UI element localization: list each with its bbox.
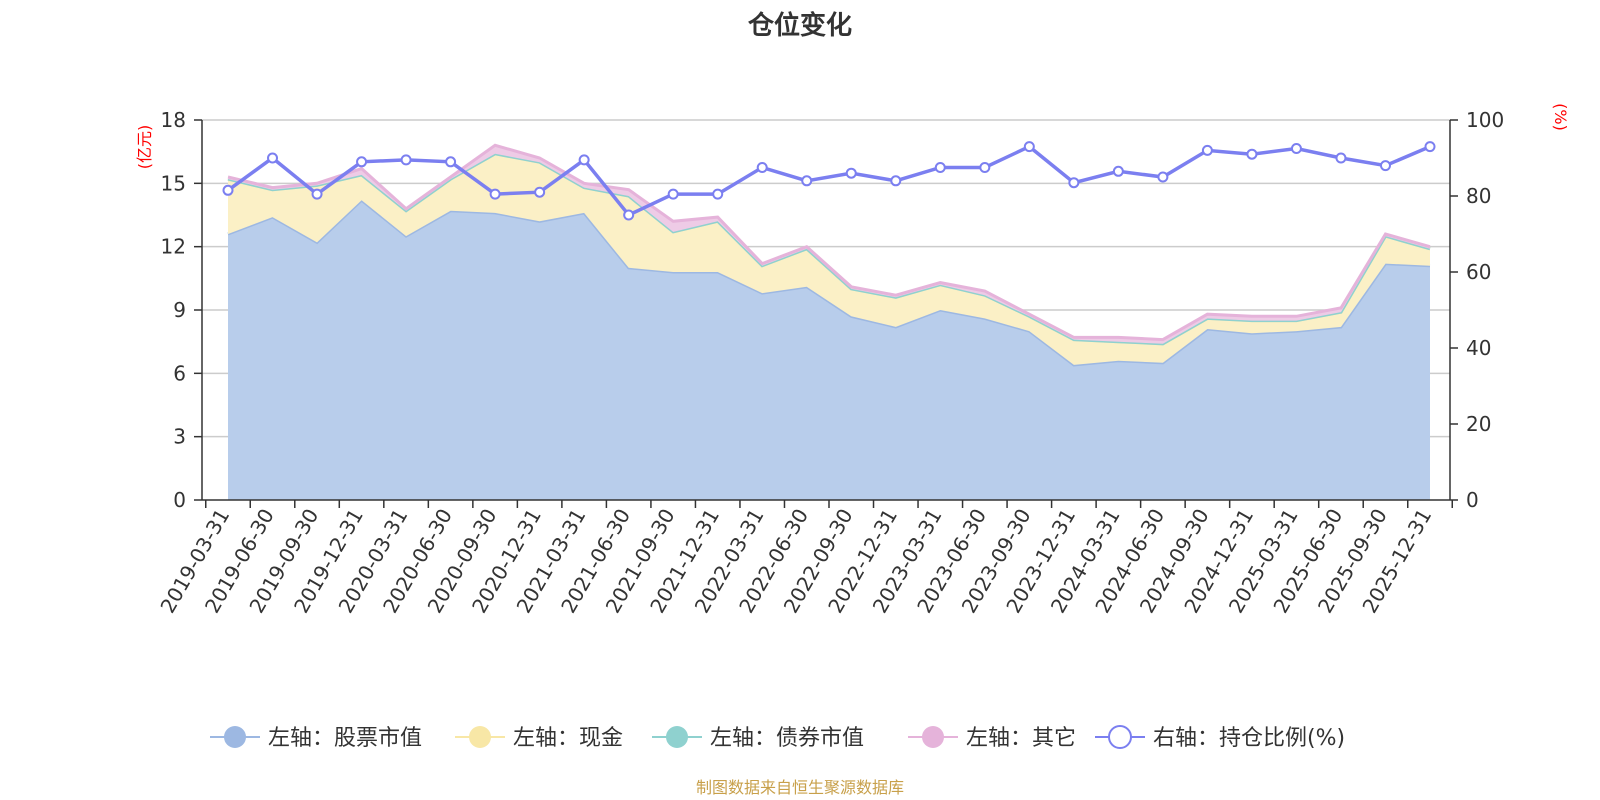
right-tick-label: 80 (1466, 184, 1491, 208)
legend-item-1[interactable]: 左轴：股票市值 (210, 726, 422, 751)
legend-marker (224, 726, 246, 748)
right-tick-label: 0 (1466, 488, 1479, 512)
ratio-point (1379, 160, 1391, 172)
ratio-point (623, 209, 635, 221)
ratio-point (311, 188, 323, 200)
left-tick-label: 6 (173, 361, 186, 385)
right-tick-label: 20 (1466, 412, 1491, 436)
data-source-note: 制图数据来自恒生聚源数据库 (696, 778, 904, 797)
area-line-4 (227, 143, 1431, 342)
legend-marker (666, 726, 688, 748)
stacked-areas (227, 143, 1431, 500)
ratio-point (667, 188, 679, 200)
left-tick-label: 18 (161, 108, 186, 132)
ratio-point (1068, 177, 1080, 189)
ratio-point (1290, 143, 1302, 154)
ratio-line-series (222, 141, 1436, 221)
legend-item-5[interactable]: 右轴：持仓比例(%) (1095, 725, 1345, 751)
ratio-point (489, 188, 501, 200)
left-tick-label: 15 (161, 171, 186, 195)
ratio-point (1201, 144, 1213, 156)
ratio-point (1112, 165, 1124, 177)
legend-marker (469, 726, 491, 748)
legend: 左轴：股票市值 左轴：现金 左轴：债券市值 左轴：其它 右轴：持仓比例(%) (210, 725, 1345, 751)
ratio-point (934, 162, 946, 173)
ratio-point (1157, 171, 1169, 183)
legend-label: 右轴：持仓比例(%) (1153, 726, 1345, 751)
legend-label: 左轴：债券市值 (710, 726, 864, 751)
left-tick-label: 0 (173, 488, 186, 512)
legend-label: 左轴：现金 (513, 726, 623, 751)
legend-item-3[interactable]: 左轴：债券市值 (652, 726, 864, 751)
ratio-point (890, 175, 902, 187)
ratio-point (1335, 152, 1347, 164)
ratio-line (226, 144, 1431, 218)
ratio-point (578, 154, 590, 166)
area-1 (228, 200, 1430, 500)
ratio-point (712, 188, 724, 200)
ratio-point (400, 154, 412, 166)
left-tick-label: 3 (173, 425, 186, 449)
legend-label: 左轴：股票市值 (268, 726, 422, 751)
right-tick-label: 60 (1466, 260, 1491, 284)
left-tick-label: 12 (161, 235, 186, 259)
area-2 (228, 153, 1430, 365)
ratio-point (1246, 148, 1258, 160)
legend-item-2[interactable]: 左轴：现金 (455, 726, 623, 751)
ratio-point (222, 184, 234, 196)
ratio-point (356, 156, 368, 168)
ratio-point (445, 156, 457, 168)
right-tick-label: 100 (1466, 108, 1504, 132)
legend-marker (1108, 725, 1132, 749)
ratio-point (1023, 141, 1035, 153)
right-tick-label: 40 (1466, 336, 1491, 360)
ratio-point (1424, 141, 1436, 153)
ratio-point (979, 162, 991, 173)
ratio-point (534, 186, 546, 198)
ratio-point (801, 175, 813, 187)
left-tick-label: 9 (173, 298, 186, 322)
ratio-point (756, 162, 768, 173)
legend-item-4[interactable]: 左轴：其它 (908, 726, 1076, 751)
ratio-point (845, 167, 857, 179)
left-axis-unit: (亿元) (135, 125, 154, 170)
chart-title: 仓位变化 (747, 10, 852, 41)
legend-marker (922, 726, 944, 748)
ratio-point (267, 152, 279, 164)
right-axis-unit: (%) (1551, 103, 1570, 131)
legend-label: 左轴：其它 (966, 726, 1076, 751)
